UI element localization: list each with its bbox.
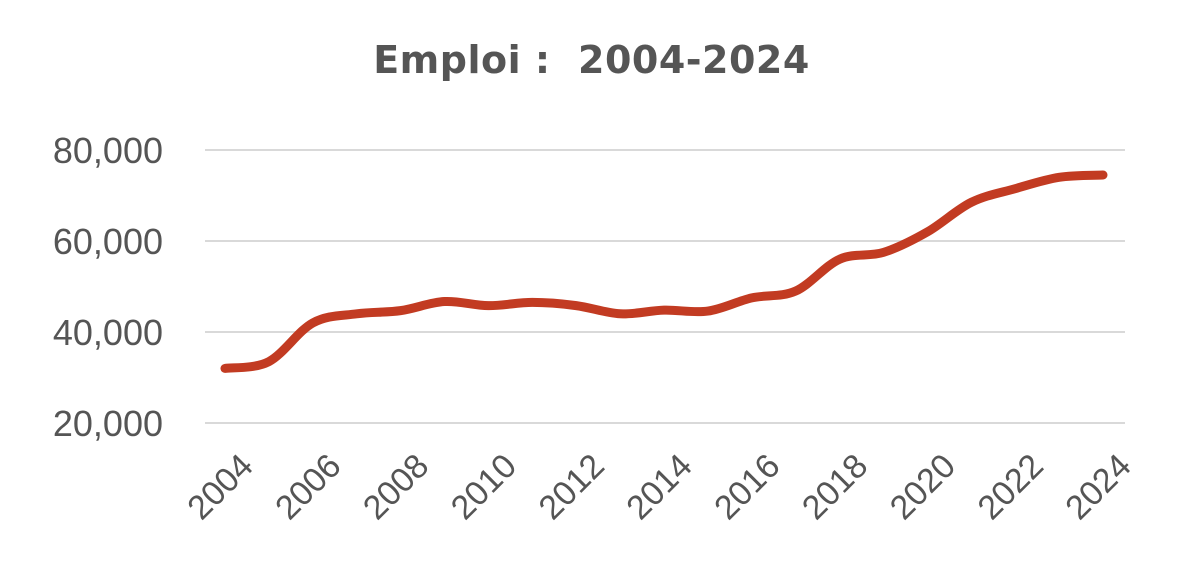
x-tick-label: 2010 bbox=[444, 447, 524, 527]
y-tick-label: 60,000 bbox=[53, 221, 163, 262]
x-tick-label: 2006 bbox=[268, 447, 348, 527]
x-axis-ticks: 2004 2006 2008 2010 2012 2014 2016 2018 2020 2022… bbox=[180, 447, 1138, 527]
x-tick-label: 2024 bbox=[1058, 447, 1138, 527]
chart-title: Emploi : 2004-2024 bbox=[373, 38, 810, 82]
y-tick-label: 80,000 bbox=[53, 130, 163, 171]
x-tick-label: 2012 bbox=[532, 447, 612, 527]
x-tick-label: 2014 bbox=[619, 447, 699, 527]
y-axis-ticks: 80,000 60,000 40,000 20,000 bbox=[53, 130, 163, 444]
series-layer bbox=[220, 170, 1108, 373]
x-tick-label: 2022 bbox=[971, 447, 1051, 527]
x-tick-label: 2016 bbox=[707, 447, 787, 527]
y-tick-label: 40,000 bbox=[53, 312, 163, 353]
y-tick-label: 20,000 bbox=[53, 403, 163, 444]
x-tick-label: 2004 bbox=[180, 447, 260, 527]
x-tick-label: 2018 bbox=[795, 447, 875, 527]
grid-layer bbox=[205, 149, 1125, 424]
x-tick-label: 2008 bbox=[356, 447, 436, 527]
x-tick-label: 2020 bbox=[883, 447, 963, 527]
series-line bbox=[220, 170, 1108, 373]
